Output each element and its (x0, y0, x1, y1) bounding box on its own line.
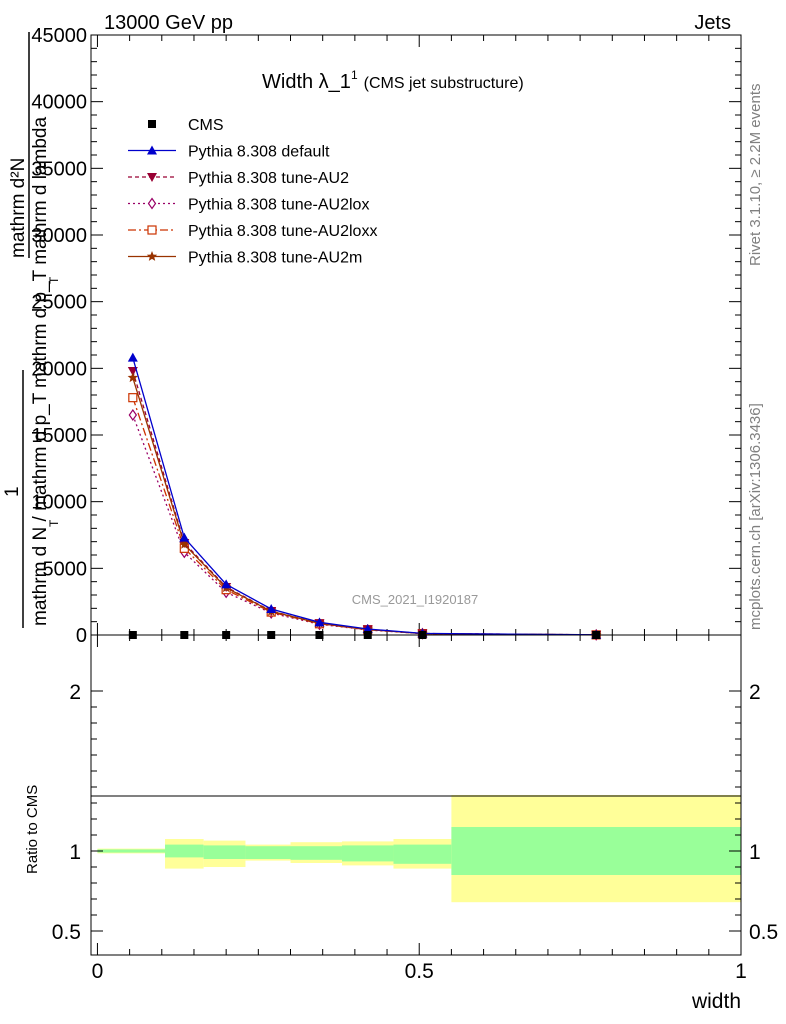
legend: CMS Pythia 8.308 default Pythia 8.308 tune… (128, 117, 377, 267)
ratio-xtick-label: 1 (735, 960, 747, 983)
main-ytick-label: 40000 (31, 92, 87, 114)
data-point (128, 393, 138, 403)
ratio-frame (90, 634, 742, 956)
data-point (221, 579, 232, 589)
ratio-xtick-label: 0 (92, 960, 104, 983)
ylabel-denominator: mathrm d p_T mathrm d lambda (30, 117, 51, 388)
ratio-stat-band (203, 845, 246, 859)
ratio-stat-band (393, 844, 452, 864)
main-ytick-label: 10000 (31, 492, 87, 514)
ylabel-subscript-2: T (47, 519, 61, 527)
ratio-ytick-label-right: 1 (749, 841, 761, 864)
ratio-stat-band (451, 827, 741, 875)
watermark: CMS_2021_I1920187 (352, 592, 479, 607)
data-point (127, 352, 138, 362)
legend-label: Pythia 8.308 default (188, 144, 330, 161)
ratio-bands (97, 795, 741, 903)
data-point (128, 408, 138, 422)
ratio-ytick-label: 0.5 (52, 921, 81, 944)
data-point (179, 538, 190, 549)
ratio-ylabel: Ratio to CMS (24, 785, 41, 874)
legend-marker (146, 251, 158, 261)
header-process: Jets (694, 12, 731, 34)
ratio-ytick-label-right: 0.5 (749, 921, 778, 944)
legend-label: Pythia 8.308 tune-AU2 (188, 170, 349, 187)
x-axis-label: width (691, 990, 741, 1013)
ratio-xtick-label: 0.5 (405, 960, 434, 983)
series-line (132, 357, 597, 636)
data-point (179, 532, 190, 542)
legend-marker (147, 197, 157, 210)
ylabel-norm: mathrm d N / mathrm d p_T (30, 392, 51, 626)
main-ytick-label: 15000 (31, 425, 87, 447)
ylabel-numerator: mathrm d²N (8, 158, 29, 258)
legend-marker (147, 225, 157, 235)
series-1 (127, 352, 602, 639)
main-ytick-label: 25000 (31, 292, 87, 314)
data-point (266, 604, 277, 613)
ratio-panel: 0.5 0.51 12 20 0.5 1 Ratio to CMS width (24, 634, 778, 1013)
main-ytick-label: 30000 (31, 225, 87, 247)
ratio-stat-band (165, 844, 204, 858)
data-point (127, 367, 138, 376)
data-point (362, 624, 373, 633)
mcplots-label: mcplots.cern.ch [arXiv:1306.3436] (747, 403, 764, 630)
legend-marker (148, 120, 156, 128)
series-line (132, 414, 597, 636)
data-point (127, 372, 139, 383)
ratio-stat-band (341, 845, 394, 862)
legend-label: Pythia 8.308 tune-AU2loxx (188, 223, 377, 240)
main-ytick-label: 35000 (31, 158, 87, 180)
ratio-ytick-label: 2 (69, 681, 81, 704)
legend-marker (147, 145, 157, 155)
legend-label: CMS (188, 117, 224, 134)
plot-title: Width λ_11 (CMS jet substructure) (262, 68, 524, 93)
legend-label: Pythia 8.308 tune-AU2lox (188, 197, 369, 214)
ratio-stat-band (97, 849, 166, 853)
legend-label: Pythia 8.308 tune-AU2m (188, 250, 362, 267)
legend-marker (147, 173, 157, 182)
plot-title-superscript: 1 (351, 68, 358, 82)
main-ylabel: mathrm d²N mathrm d p_T mathrm d lambda … (2, 32, 61, 628)
ratio-axis-ticks: 0.5 0.51 12 20 0.5 1 (52, 635, 778, 983)
ratio-ytick-label: 1 (69, 841, 81, 864)
data-point (314, 617, 325, 627)
ratio-stat-band (290, 846, 342, 860)
ratio-stat-band (245, 846, 291, 859)
plot-title-main: Width λ_1 (262, 71, 351, 93)
main-ytick-label: 45000 (31, 25, 87, 47)
main-axis-ticks: 0 5000 10000 15000 20000 25000 30000 35000 40000… (31, 25, 742, 647)
main-ytick-label: 0 (76, 625, 87, 647)
main-ytick-label: 5000 (43, 558, 88, 580)
main-panel: 0 5000 10000 15000 20000 25000 30000 35000 40000… (2, 25, 742, 647)
rivet-label: Rivet 3.1.10, ≥ 2.2M events (747, 84, 764, 267)
main-ytick-label: 20000 (31, 358, 87, 380)
ratio-ytick-label-right: 2 (749, 681, 761, 704)
plot-title-subtitle: (CMS jet substructure) (364, 75, 524, 92)
ylabel-one: 1 (2, 486, 23, 497)
ylabel-subscript-1: T (47, 276, 61, 284)
header-collision: 13000 GeV pp (104, 12, 233, 34)
